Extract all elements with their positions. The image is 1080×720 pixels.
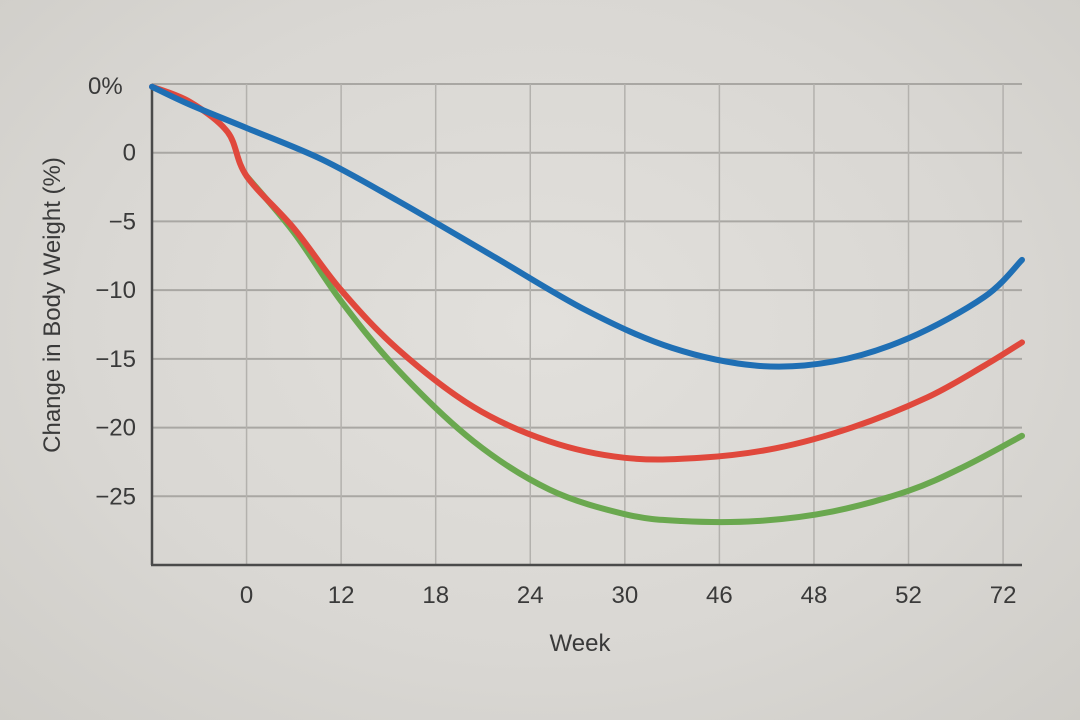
y-tick-label: 0 — [123, 140, 136, 167]
series-lines — [149, 83, 1025, 526]
x-tick-label: 52 — [895, 582, 922, 609]
x-tick-label: 46 — [706, 582, 733, 609]
x-axis-title: Week — [550, 630, 612, 657]
y-tick-label: −20 — [95, 415, 136, 442]
x-tick-label: 72 — [990, 582, 1017, 609]
series-line-green — [243, 173, 1025, 526]
y-tick-label: −15 — [95, 346, 136, 373]
y-tick-label-top: 0% — [88, 73, 123, 100]
x-tick-label: 12 — [328, 582, 355, 609]
y-tick-label: −10 — [95, 277, 136, 304]
x-tick-label: 48 — [801, 582, 828, 609]
y-tick-label: −5 — [109, 208, 136, 235]
y-axis-title: Change in Body Weight (%) — [39, 157, 66, 453]
x-tick-label: 0 — [240, 582, 253, 609]
x-tick-label: 18 — [422, 582, 449, 609]
grid-lines — [152, 83, 1022, 565]
series-line-blue — [149, 83, 1025, 370]
axes — [150, 84, 1022, 567]
series-line-red — [149, 83, 1025, 463]
y-tick-label: −25 — [95, 483, 136, 510]
x-tick-label: 24 — [517, 582, 544, 609]
tick-labels: 0 −5 −10 −15 −20 −25 0% 0 12 18 24 30 46 48 52 72 — [88, 73, 1016, 609]
x-tick-label: 30 — [611, 582, 638, 609]
